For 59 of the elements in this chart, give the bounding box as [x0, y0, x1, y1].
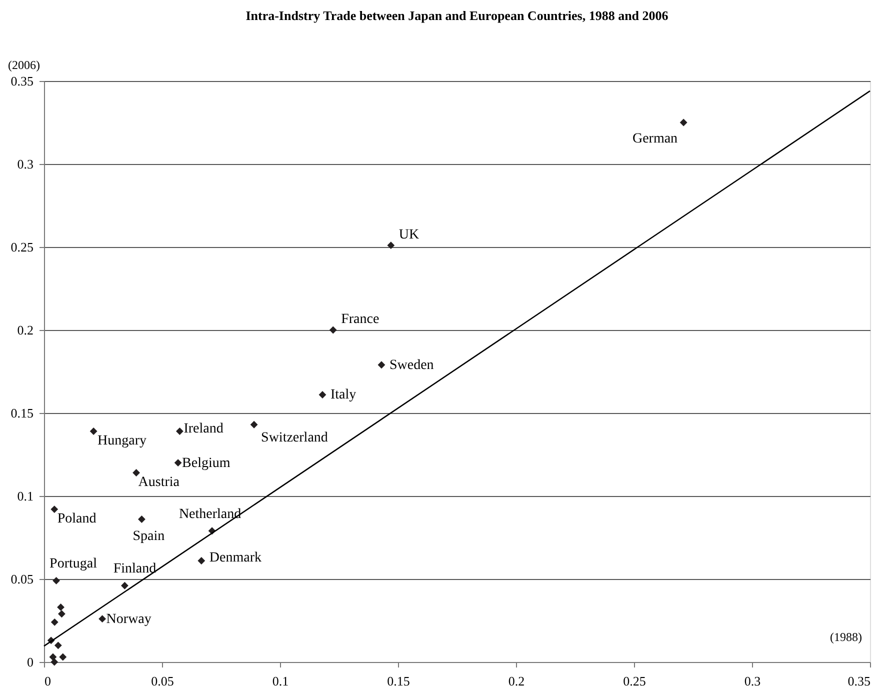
point [121, 582, 128, 590]
data-label: Sweden [389, 358, 434, 373]
data-label: Spain [132, 529, 165, 544]
point [132, 469, 140, 476]
data-label: Norway [106, 612, 152, 627]
x-tick-label: 0.25 [623, 674, 646, 687]
y-tick-label: 0.3 [17, 156, 34, 172]
x-tick-label: 0 [44, 674, 51, 687]
data-label: Portugal [50, 556, 98, 572]
point [176, 428, 184, 435]
point [378, 361, 386, 369]
point [52, 576, 60, 584]
y-tick-label: 0.05 [10, 572, 34, 586]
data-label: Hungary [98, 433, 147, 448]
data-label: Finland [113, 562, 156, 577]
y-tick-label: 0.35 [10, 74, 34, 88]
x-tick-label: 0.3 [744, 674, 761, 687]
data-label: Italy [330, 388, 356, 403]
point [59, 653, 67, 661]
point [50, 618, 58, 626]
point [250, 420, 258, 428]
y-tick-label: 0.2 [17, 322, 34, 338]
data-label: France [341, 312, 380, 327]
x-tick-label: 0.2 [508, 674, 525, 687]
y-tick-label: 0.25 [10, 240, 34, 254]
point [58, 610, 66, 618]
point [90, 428, 98, 435]
data-label: Ireland [184, 421, 224, 436]
chart-title: Intra-Indstry Trade between Japan and European Countries, 1988 and 2006 [246, 8, 669, 23]
point [318, 391, 326, 398]
data-label: Poland [57, 511, 96, 526]
point [49, 653, 57, 661]
x-axis-title: (1988) [830, 630, 862, 644]
y-tick-label: 0.1 [17, 488, 34, 504]
x-tick-label: 0.05 [151, 674, 174, 687]
data-label: Austria [138, 474, 180, 490]
x-tick-label: 0.35 [848, 674, 870, 687]
point [54, 642, 62, 650]
point [198, 557, 206, 564]
y-tick-label: 0 [27, 654, 34, 670]
x-tick-label: 0.15 [387, 674, 410, 687]
data-label: Netherland [178, 506, 242, 522]
data-label: Belgium [182, 456, 230, 471]
data-label: German [632, 132, 678, 146]
point [50, 658, 58, 666]
point [680, 118, 688, 126]
point [329, 326, 337, 334]
y-tick-label: 0.15 [10, 406, 34, 420]
data-label: Denmark [209, 550, 262, 566]
data-label: Switzerland [261, 430, 328, 446]
point [57, 604, 64, 611]
point [50, 506, 58, 513]
point [138, 516, 146, 523]
data-label: UK [398, 227, 420, 242]
x-tick-label: 0.1 [272, 674, 289, 687]
point [98, 615, 106, 623]
point [174, 459, 182, 467]
point [387, 242, 395, 250]
y-axis-title: (2006) [8, 58, 40, 72]
